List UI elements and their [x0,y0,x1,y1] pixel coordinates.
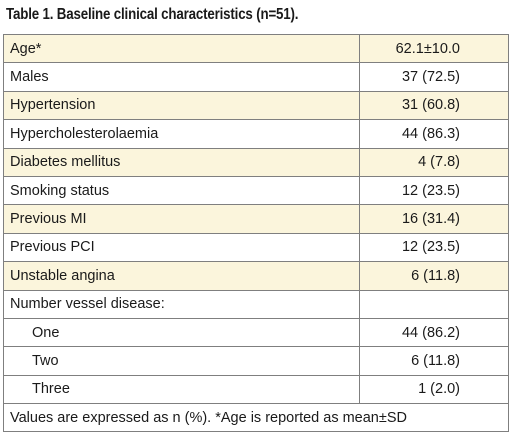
table-title: Table 1. Baseline clinical characteristi… [6,6,299,23]
row-value: 31 (60.8) [359,90,509,121]
row-value: 16 (31.4) [359,204,509,234]
row-value: 12 (23.5) [359,175,509,206]
row-label: Two [3,346,360,376]
table-row: One 44 (86.2) [3,317,509,348]
table-row: Hypertension 31 (60.8) [3,90,509,121]
row-label: Diabetes mellitus [3,147,360,177]
table-row: Number vessel disease: [3,289,509,319]
row-label: One [3,317,360,348]
row-value: 37 (72.5) [359,62,509,92]
table-row: Unstable angina 6 (11.8) [3,261,509,291]
row-label: Smoking status [3,175,360,206]
table-row: Age* 62.1±10.0 [3,33,509,64]
row-value [359,289,509,319]
baseline-characteristics-table: Age* 62.1±10.0 Males 37 (72.5) Hypertens… [3,33,509,433]
row-value: 62.1±10.0 [359,33,509,64]
table-row: Hypercholesterolaemia 44 (86.3) [3,119,509,149]
row-label: Age* [3,33,360,64]
table-row: Three 1 (2.0) [3,374,509,405]
row-value: 1 (2.0) [359,374,509,405]
row-label: Hypercholesterolaemia [3,119,360,149]
table-row: Two 6 (11.8) [3,346,509,376]
table-row: Males 37 (72.5) [3,62,509,92]
table-row: Smoking status 12 (23.5) [3,175,509,206]
row-label: Three [3,374,360,405]
row-value: 6 (11.8) [359,261,509,291]
table-row: Previous MI 16 (31.4) [3,204,509,234]
row-label: Number vessel disease: [3,289,360,319]
table-footnote-row: Values are expressed as n (%). *Age is r… [3,403,509,433]
table-row: Previous PCI 12 (23.5) [3,232,509,263]
row-label: Hypertension [3,90,360,121]
row-value: 6 (11.8) [359,346,509,376]
table-row: Diabetes mellitus 4 (7.8) [3,147,509,177]
row-label: Previous PCI [3,232,360,263]
row-value: 4 (7.8) [359,147,509,177]
row-label: Unstable angina [3,261,360,291]
row-label: Previous MI [3,204,360,234]
row-label: Males [3,62,360,92]
row-value: 44 (86.2) [359,317,509,348]
row-value: 12 (23.5) [359,232,509,263]
table-footnote: Values are expressed as n (%). *Age is r… [3,403,509,433]
row-value: 44 (86.3) [359,119,509,149]
